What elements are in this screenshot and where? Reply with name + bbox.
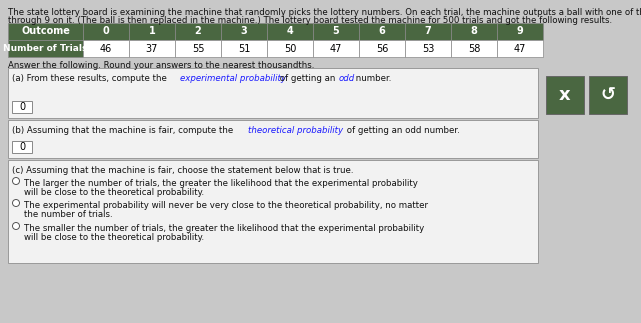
Text: number.: number. [353,74,392,83]
Bar [267,23,313,40]
Bar [313,40,359,57]
Text: theoretical probability: theoretical probability [248,126,343,135]
Text: The state lottery board is examining the machine that randomly picks the lottery: The state lottery board is examining the… [8,8,641,17]
Bar [129,40,175,57]
Text: (b) Assuming that the machine is fair, compute the: (b) Assuming that the machine is fair, c… [12,126,236,135]
Bar [8,68,538,118]
Text: 5: 5 [333,26,339,36]
Text: 51: 51 [238,44,250,54]
Text: (a) From these results, compute the: (a) From these results, compute the [12,74,170,83]
Text: odd: odd [339,74,355,83]
Bar [8,40,83,57]
Text: 0: 0 [19,142,25,152]
Bar [405,40,451,57]
Bar [8,23,83,40]
Text: 55: 55 [192,44,204,54]
Bar [267,40,313,57]
Text: The larger the number of trials, the greater the likelihood that the experimenta: The larger the number of trials, the gre… [24,179,418,188]
Bar [359,23,405,40]
Text: of getting an odd number.: of getting an odd number. [344,126,460,135]
Bar [359,40,405,57]
Circle shape [13,200,19,206]
Text: 1: 1 [149,26,155,36]
Bar [83,40,129,57]
Text: The smaller the number of trials, the greater the likelihood that the experiment: The smaller the number of trials, the gr… [24,224,424,233]
Bar [451,40,497,57]
Text: 4: 4 [287,26,294,36]
Text: Number of Trials: Number of Trials [3,44,88,53]
Text: Answer the following. Round your answers to the nearest thousandths.: Answer the following. Round your answers… [8,61,314,70]
Text: 56: 56 [376,44,388,54]
Circle shape [13,223,19,230]
Bar [129,23,175,40]
Bar [546,76,584,114]
Text: x: x [559,86,571,104]
Text: through 9 on it. (The ball is then replaced in the machine.) The lottery board t: through 9 on it. (The ball is then repla… [8,16,612,25]
Text: 50: 50 [284,44,296,54]
Text: experimental probability: experimental probability [180,74,286,83]
Bar [313,23,359,40]
Bar [451,23,497,40]
Bar [12,101,32,113]
Text: 47: 47 [514,44,526,54]
Text: 9: 9 [517,26,523,36]
Text: 0: 0 [103,26,110,36]
Bar [175,40,221,57]
Bar [8,120,538,158]
Text: will be close to the theoretical probability.: will be close to the theoretical probabi… [24,188,204,197]
Bar [497,40,543,57]
Text: The experimental probability will never be very close to the theoretical probabi: The experimental probability will never … [24,201,428,210]
Bar [175,23,221,40]
Text: 8: 8 [470,26,478,36]
Text: ↺: ↺ [601,86,615,104]
Text: 37: 37 [146,44,158,54]
Bar [497,23,543,40]
Text: 2: 2 [195,26,201,36]
Text: (c) Assuming that the machine is fair, choose the statement below that is true.: (c) Assuming that the machine is fair, c… [12,166,353,175]
Bar [8,160,538,263]
Text: 47: 47 [330,44,342,54]
Text: 6: 6 [379,26,385,36]
Text: 7: 7 [424,26,431,36]
Bar [83,23,129,40]
Text: the number of trials.: the number of trials. [24,210,113,219]
Bar [589,76,627,114]
Text: 58: 58 [468,44,480,54]
Text: 0: 0 [19,102,25,112]
Circle shape [13,178,19,184]
Text: 3: 3 [240,26,247,36]
Bar [12,141,32,153]
Text: Outcome: Outcome [21,26,70,36]
Bar [405,23,451,40]
Bar [221,23,267,40]
Text: of getting an: of getting an [277,74,338,83]
Text: will be close to the theoretical probability.: will be close to the theoretical probabi… [24,233,204,242]
Bar [221,40,267,57]
Text: 46: 46 [100,44,112,54]
Text: 53: 53 [422,44,434,54]
